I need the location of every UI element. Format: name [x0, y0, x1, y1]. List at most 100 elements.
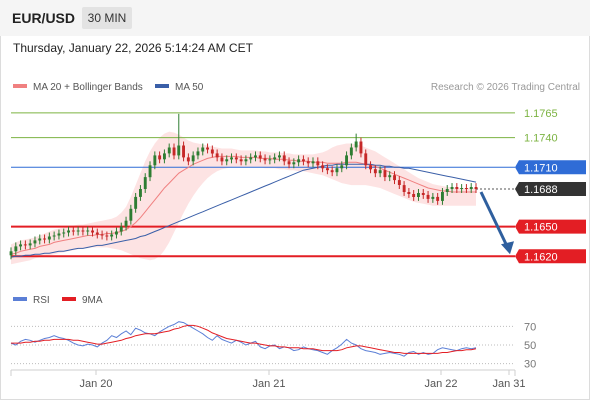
ma50-legend-swatch [155, 84, 169, 88]
candle-body [191, 155, 195, 162]
rsi-ma-legend-swatch [62, 297, 76, 301]
forecast-arrow [479, 191, 514, 255]
candle-body [86, 230, 90, 232]
rsi-legend-swatch [13, 297, 27, 301]
candle-body [388, 175, 392, 178]
rsi-ma-legend-label: 9MA [82, 295, 103, 306]
candlesticks [9, 113, 478, 260]
candle-body [186, 157, 190, 162]
candle-body [9, 251, 13, 256]
candle-body [306, 161, 310, 164]
candle-body [417, 193, 420, 197]
candle-body [378, 170, 382, 174]
candle-body [234, 157, 238, 160]
candle-body [311, 161, 315, 164]
chart-header: EUR/USD 30 MIN [0, 0, 590, 36]
candle-body [43, 238, 46, 240]
candle-body [321, 165, 325, 169]
timeframe-badge[interactable]: 30 MIN [82, 7, 132, 29]
candle-body [143, 177, 147, 189]
candle-body [292, 162, 296, 165]
x-tick-label: Jan 21 [252, 378, 285, 390]
candle-body [76, 230, 80, 232]
candle-body [153, 155, 157, 166]
level-label-1-1765: 1.1765 [524, 108, 558, 120]
rsi-panel: 70 50 30 [10, 321, 536, 371]
candle-body [100, 234, 104, 236]
candle-body [441, 192, 444, 201]
symbol-title: EUR/USD [12, 10, 76, 26]
candle-body [95, 232, 99, 235]
candle-body [268, 159, 272, 161]
candle-body [105, 235, 109, 237]
candle-body [450, 187, 454, 189]
level-tag-1-1688 [515, 182, 586, 197]
candle-body [465, 188, 468, 189]
candle-body [139, 189, 142, 197]
candle-body [460, 188, 464, 189]
candle-body [57, 233, 61, 236]
candle-body [62, 232, 66, 234]
forecast-arrow-head [501, 241, 514, 255]
candle-body [426, 194, 430, 199]
candle-body [220, 157, 224, 162]
level-label-1-1740: 1.1740 [524, 133, 558, 145]
candle-body [163, 153, 166, 160]
candle-body [230, 157, 233, 160]
source-label: Research © 2026 Trading Central [431, 82, 580, 93]
candle-body [158, 155, 162, 160]
bollinger-band-area [11, 131, 476, 265]
candle-body [273, 157, 277, 160]
level-tag-1-1620 [515, 249, 586, 264]
x-axis-ticks: Jan 20 Jan 21 Jan 22 Jan 31 [79, 370, 526, 390]
candle-body [19, 244, 22, 247]
candle-body [302, 159, 305, 162]
candle-body [278, 155, 281, 158]
candle-body [349, 147, 353, 156]
candle-body [28, 243, 32, 246]
candle-body [129, 208, 133, 221]
rsi-ma-line [11, 324, 477, 354]
candle-body [297, 159, 301, 163]
candle-body [196, 151, 200, 156]
candle-body [225, 159, 229, 162]
candle-body [239, 159, 243, 162]
datetime-label: Thursday, January 22, 2026 5:14:24 AM CE… [13, 41, 253, 55]
candle-body [47, 236, 51, 240]
candle-body [330, 170, 334, 173]
candle-body [393, 175, 396, 181]
candle-body [287, 161, 291, 165]
level-tag-label-1-1688: 1.1688 [524, 184, 558, 196]
candle-body [177, 145, 181, 156]
candle-body [354, 141, 358, 148]
level-tag-label-1-1620: 1.1620 [524, 251, 558, 263]
candle-body [402, 185, 406, 192]
candle-body [67, 230, 70, 233]
candle-body [254, 155, 257, 158]
candle-body [172, 147, 176, 156]
candle-body [455, 187, 459, 189]
candle-body [412, 194, 416, 197]
candle-body [335, 168, 339, 173]
candle-body [383, 170, 387, 178]
candle-body [71, 230, 75, 232]
x-tick-label: Jan 31 [492, 378, 525, 390]
level-tag-1-1650 [515, 219, 586, 234]
candle-body [345, 155, 348, 166]
candle-body [364, 153, 368, 166]
x-tick-label: Jan 22 [424, 378, 457, 390]
level-tag-label-1-1710: 1.1710 [524, 162, 558, 174]
rsi-line [10, 321, 477, 357]
rsi-legend-label: RSI [33, 295, 50, 306]
candle-body [282, 155, 286, 162]
candle-body [340, 165, 344, 169]
rsi-tick-30: 30 [524, 359, 536, 371]
level-tag-1-1710 [515, 160, 586, 175]
candle-body [182, 145, 185, 158]
candle-body [474, 187, 478, 189]
candle-body [14, 246, 18, 252]
candle-body [249, 157, 253, 160]
candle-body [81, 230, 85, 232]
ma50-legend-label: MA 50 [175, 82, 204, 93]
